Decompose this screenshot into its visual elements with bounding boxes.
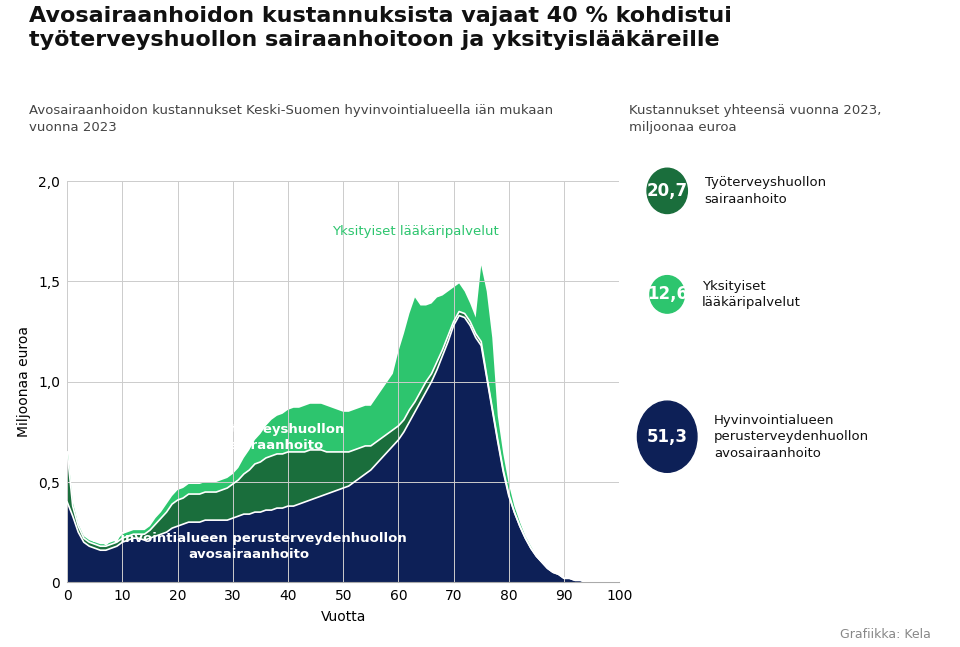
Y-axis label: Miljoonaa euroa: Miljoonaa euroa [17,326,32,437]
Text: 12,6: 12,6 [647,285,687,303]
Text: Hyvinvointialueen
perusterveydenhuollon
avosairaanhoito: Hyvinvointialueen perusterveydenhuollon … [714,413,870,460]
Text: Avosairaanhoidon kustannuksista vajaat 40 % kohdistui
työterveyshuollon sairaanh: Avosairaanhoidon kustannuksista vajaat 4… [29,6,732,50]
Text: Yksityiset lääkäripalvelut: Yksityiset lääkäripalvelut [331,225,498,238]
Text: Työterveyshuollon
sairaanhoito: Työterveyshuollon sairaanhoito [208,423,346,452]
Text: 20,7: 20,7 [647,182,687,200]
Text: Hyvinvointialueen perusterveydenhuollon
avosairaanhoito: Hyvinvointialueen perusterveydenhuollon … [92,532,407,561]
X-axis label: Vuotta: Vuotta [321,610,366,624]
Text: Työterveyshuollon
sairaanhoito: Työterveyshuollon sairaanhoito [705,176,826,206]
Text: Kustannukset yhteensä vuonna 2023,
miljoonaa euroa: Kustannukset yhteensä vuonna 2023, miljo… [629,104,881,133]
Text: Grafiikka: Kela: Grafiikka: Kela [840,628,931,641]
Text: 51,3: 51,3 [647,428,687,446]
Text: Avosairaanhoidon kustannukset Keski-Suomen hyvinvointialueella iän mukaan
vuonna: Avosairaanhoidon kustannukset Keski-Suom… [29,104,553,133]
Text: Yksityiset
lääkäripalvelut: Yksityiset lääkäripalvelut [702,280,801,309]
